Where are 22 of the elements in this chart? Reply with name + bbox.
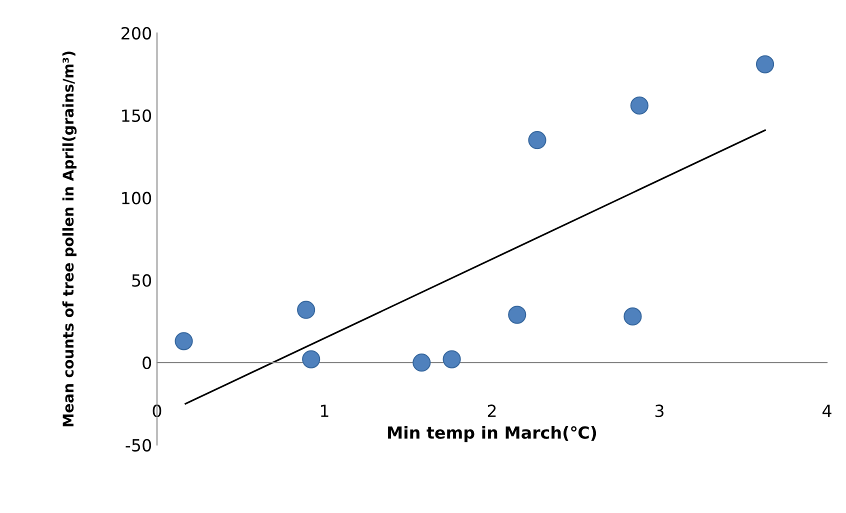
point [528,131,546,150]
y-tick-label: -50 [126,438,152,452]
x-tick-label: 1 [321,404,328,417]
point [508,306,526,324]
x-tick-label: 3 [655,404,664,418]
y-tick-label: 200 [122,26,152,40]
point [174,332,193,350]
point [297,300,316,319]
x-tick-label: 4 [822,404,832,417]
y-tick-label: 50 [132,274,152,287]
point [442,350,461,368]
point [412,354,431,372]
x-axis-title: Min temp in March(℃) [388,426,596,442]
y-tick-label: 0 [142,356,152,370]
point [756,55,774,74]
y-tick-label: 100 [122,192,152,204]
point [624,307,642,326]
x-tick-label: 2 [488,404,496,417]
y-axis-title: Mean counts of tree pollen in April(grains/m³) [62,52,77,426]
y-tick-label: 150 [122,109,152,122]
point [302,350,320,368]
point [630,96,648,115]
